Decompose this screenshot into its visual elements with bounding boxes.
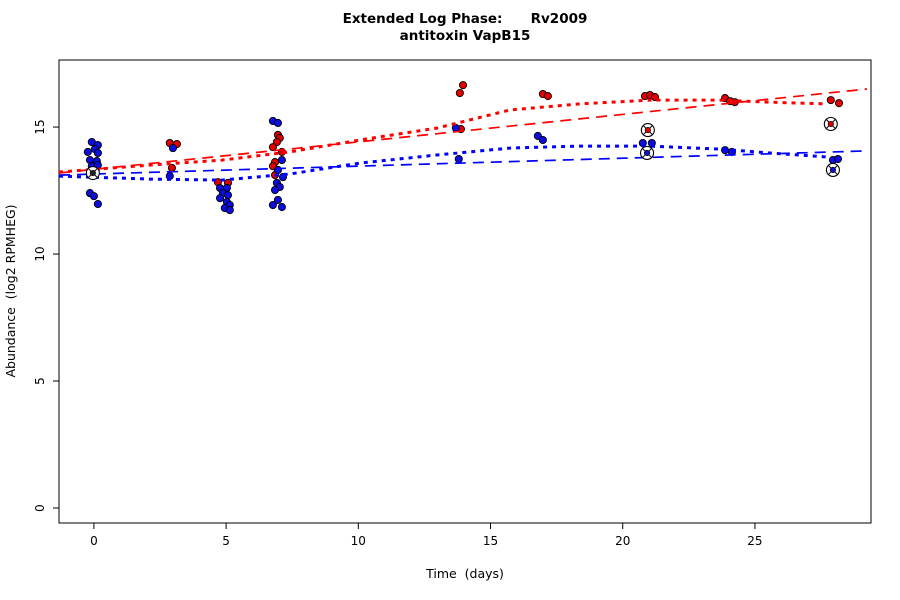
x-tick-label: 10 bbox=[351, 534, 366, 548]
circled-outlier-marker bbox=[823, 116, 838, 132]
x-tick-label: 25 bbox=[747, 534, 762, 548]
data-point-blue-scatter bbox=[93, 199, 102, 209]
data-point-red-scatter bbox=[167, 163, 176, 172]
data-point-blue-scatter bbox=[215, 194, 225, 203]
data-point-blue-scatter bbox=[270, 185, 280, 195]
x-tick-label: 15 bbox=[483, 534, 498, 548]
data-point-blue-scatter bbox=[89, 192, 98, 201]
data-point-red-scatter bbox=[268, 143, 277, 152]
data-point-red-scatter bbox=[455, 88, 464, 98]
data-point-blue-scatter bbox=[223, 191, 233, 200]
data-point-blue-scatter bbox=[225, 206, 234, 215]
x-tick-label: 5 bbox=[222, 534, 230, 548]
data-point-blue-scatter bbox=[273, 118, 282, 128]
y-tick-label: 15 bbox=[33, 119, 47, 134]
data-point-blue-scatter bbox=[273, 195, 282, 204]
chart-title: Extended Log Phase: Rv2009 bbox=[343, 11, 588, 27]
data-point-red-scatter bbox=[826, 96, 835, 105]
y-tick-label: 10 bbox=[33, 246, 47, 261]
y-tick-label: 5 bbox=[33, 377, 47, 385]
y-tick-label: 0 bbox=[33, 504, 47, 512]
x-axis-label: Time (days) bbox=[425, 566, 504, 581]
data-point-blue-scatter bbox=[451, 124, 460, 133]
circled-outlier-marker bbox=[639, 145, 655, 161]
data-point-red-scatter bbox=[458, 81, 468, 90]
data-point-blue-scatter bbox=[538, 135, 547, 145]
data-point-blue-scatter bbox=[168, 144, 178, 153]
circled-outlier-marker bbox=[85, 165, 100, 181]
outlier-markers-layer bbox=[85, 116, 840, 181]
y-axis-label: Abundance (log2 RPMHEG) bbox=[3, 204, 18, 377]
trend-lines-layer bbox=[58, 88, 868, 182]
data-point-red-scatter bbox=[834, 99, 844, 108]
x-tick-label: 0 bbox=[90, 534, 98, 548]
trend-line-red-linear-fit bbox=[58, 88, 868, 174]
data-point-blue-scatter bbox=[277, 156, 286, 165]
plot-box bbox=[58, 59, 872, 524]
data-point-blue-scatter bbox=[833, 155, 842, 164]
data-point-blue-scatter bbox=[273, 165, 282, 175]
circled-outlier-marker bbox=[640, 123, 655, 138]
data-point-blue-scatter bbox=[454, 155, 463, 164]
data-point-blue-scatter bbox=[268, 200, 277, 210]
trend-line-blue-loess-fit bbox=[58, 144, 827, 182]
axis-ticks-layer: 0 5 10 15 20 25 0 5 10 15 bbox=[33, 119, 763, 548]
data-point-blue-scatter bbox=[277, 203, 286, 212]
x-tick-label: 20 bbox=[615, 534, 630, 548]
circled-outlier-marker bbox=[825, 162, 840, 178]
data-point-red-scatter bbox=[543, 92, 552, 101]
data-point-blue-scatter bbox=[93, 148, 102, 158]
chart-subtitle: antitoxin VapB15 bbox=[400, 28, 531, 44]
data-point-blue-scatter bbox=[83, 147, 92, 156]
trend-line-blue-linear-fit bbox=[58, 150, 868, 176]
